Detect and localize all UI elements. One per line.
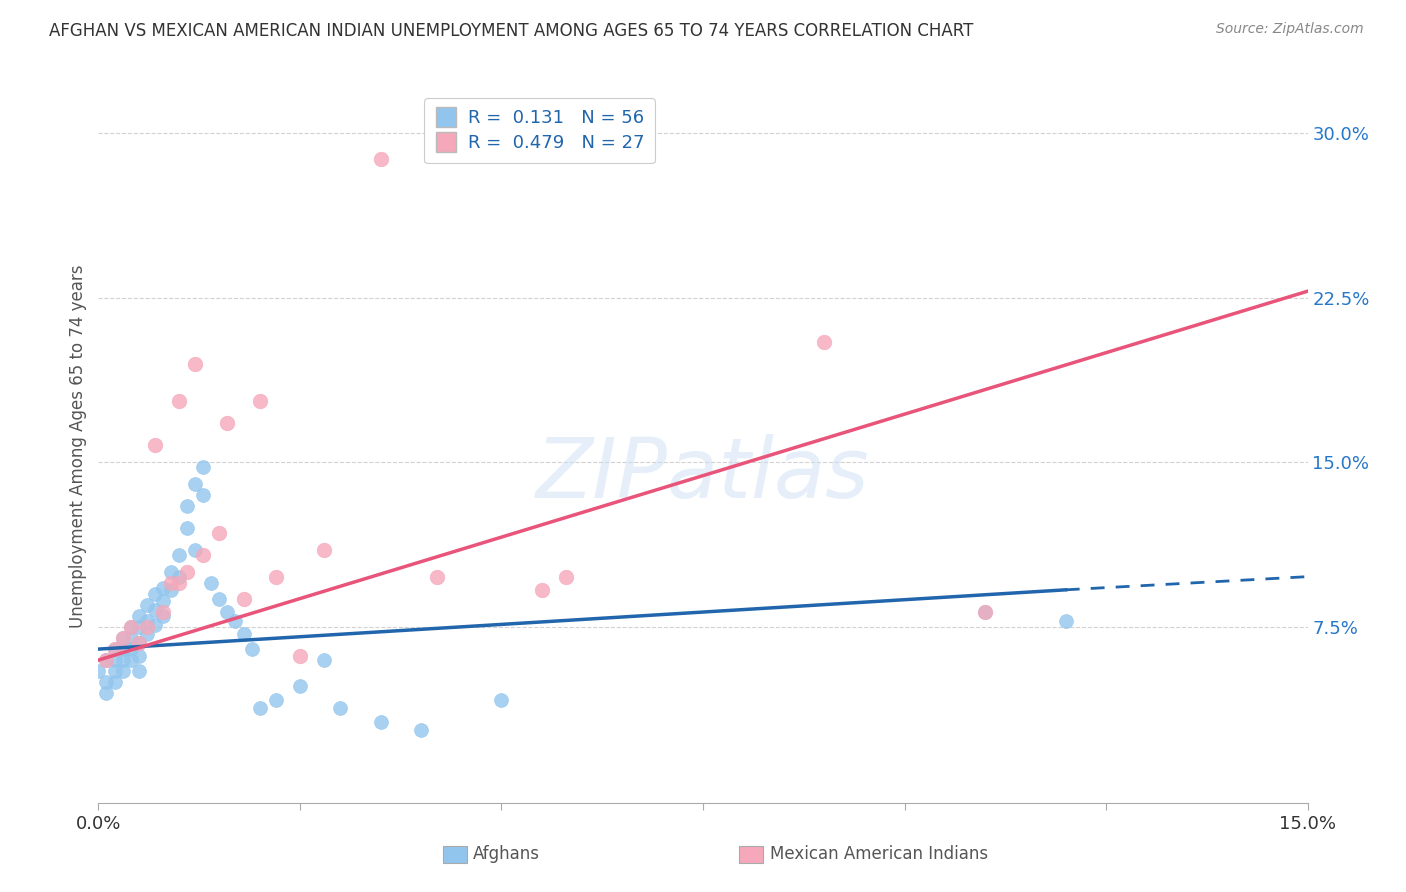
Point xyxy=(135,620,157,634)
Text: ZIPatlas: ZIPatlas xyxy=(536,434,870,515)
Point xyxy=(135,626,157,640)
Point xyxy=(87,664,110,678)
Point xyxy=(193,548,215,562)
Point xyxy=(103,642,125,657)
Point xyxy=(232,591,254,606)
Point xyxy=(103,675,125,690)
Point xyxy=(193,488,215,502)
Text: Source: ZipAtlas.com: Source: ZipAtlas.com xyxy=(1216,22,1364,37)
Point xyxy=(152,581,174,595)
Point xyxy=(152,609,174,624)
Point xyxy=(152,594,174,608)
Point xyxy=(314,653,336,667)
Point xyxy=(530,582,553,597)
Point xyxy=(176,500,198,514)
Point xyxy=(143,587,166,601)
Point xyxy=(249,394,271,409)
Point xyxy=(491,692,513,706)
Point xyxy=(167,548,190,562)
Point xyxy=(160,566,183,580)
Point xyxy=(96,653,118,667)
Point xyxy=(111,642,134,657)
Point xyxy=(176,521,198,535)
Point xyxy=(193,459,215,474)
Text: Mexican American Indians: Mexican American Indians xyxy=(769,846,987,863)
Text: Afghans: Afghans xyxy=(474,846,540,863)
Point xyxy=(128,635,150,649)
Point xyxy=(208,525,231,540)
Point xyxy=(240,642,263,657)
Point xyxy=(152,605,174,619)
Point xyxy=(143,618,166,632)
Point xyxy=(176,566,198,580)
Point xyxy=(128,620,150,634)
Point xyxy=(143,438,166,452)
Point xyxy=(370,714,392,729)
Point xyxy=(370,153,392,167)
Point xyxy=(184,477,207,491)
Point xyxy=(128,648,150,663)
Point xyxy=(111,631,134,645)
Point xyxy=(329,701,352,715)
Point xyxy=(103,642,125,657)
Point xyxy=(232,626,254,640)
Point xyxy=(314,543,336,558)
Point xyxy=(249,701,271,715)
Y-axis label: Unemployment Among Ages 65 to 74 years: Unemployment Among Ages 65 to 74 years xyxy=(69,264,87,628)
Point xyxy=(135,598,157,612)
Point xyxy=(111,631,134,645)
Point xyxy=(167,576,190,591)
Point xyxy=(96,653,118,667)
Point xyxy=(103,653,125,667)
Point xyxy=(200,576,222,591)
Point xyxy=(974,605,997,619)
Point xyxy=(128,609,150,624)
Point xyxy=(184,543,207,558)
Point xyxy=(426,569,449,583)
Point xyxy=(111,664,134,678)
Point xyxy=(128,664,150,678)
Point xyxy=(160,582,183,597)
Point xyxy=(1054,614,1077,628)
Point xyxy=(288,648,311,663)
Point xyxy=(120,631,142,645)
Point xyxy=(135,614,157,628)
Point xyxy=(160,576,183,591)
Point xyxy=(217,416,239,430)
Point xyxy=(167,394,190,409)
Point xyxy=(208,591,231,606)
Point xyxy=(96,686,118,700)
Bar xyxy=(740,846,763,863)
Point xyxy=(120,653,142,667)
Legend: R =  0.131   N = 56, R =  0.479   N = 27: R = 0.131 N = 56, R = 0.479 N = 27 xyxy=(425,98,655,163)
Point xyxy=(264,569,287,583)
Point xyxy=(103,664,125,678)
Point xyxy=(128,635,150,649)
Point xyxy=(120,642,142,657)
Bar xyxy=(443,846,467,863)
Point xyxy=(813,334,835,349)
Point xyxy=(184,357,207,371)
Point xyxy=(555,569,578,583)
Point xyxy=(409,723,432,738)
Point xyxy=(974,605,997,619)
Point xyxy=(264,692,287,706)
Point xyxy=(288,680,311,694)
Point xyxy=(224,614,246,628)
Point xyxy=(96,675,118,690)
Point xyxy=(120,620,142,634)
Point xyxy=(167,569,190,583)
Point xyxy=(143,602,166,616)
Text: AFGHAN VS MEXICAN AMERICAN INDIAN UNEMPLOYMENT AMONG AGES 65 TO 74 YEARS CORRELA: AFGHAN VS MEXICAN AMERICAN INDIAN UNEMPL… xyxy=(49,22,973,40)
Point xyxy=(120,620,142,634)
Point xyxy=(111,653,134,667)
Point xyxy=(217,605,239,619)
